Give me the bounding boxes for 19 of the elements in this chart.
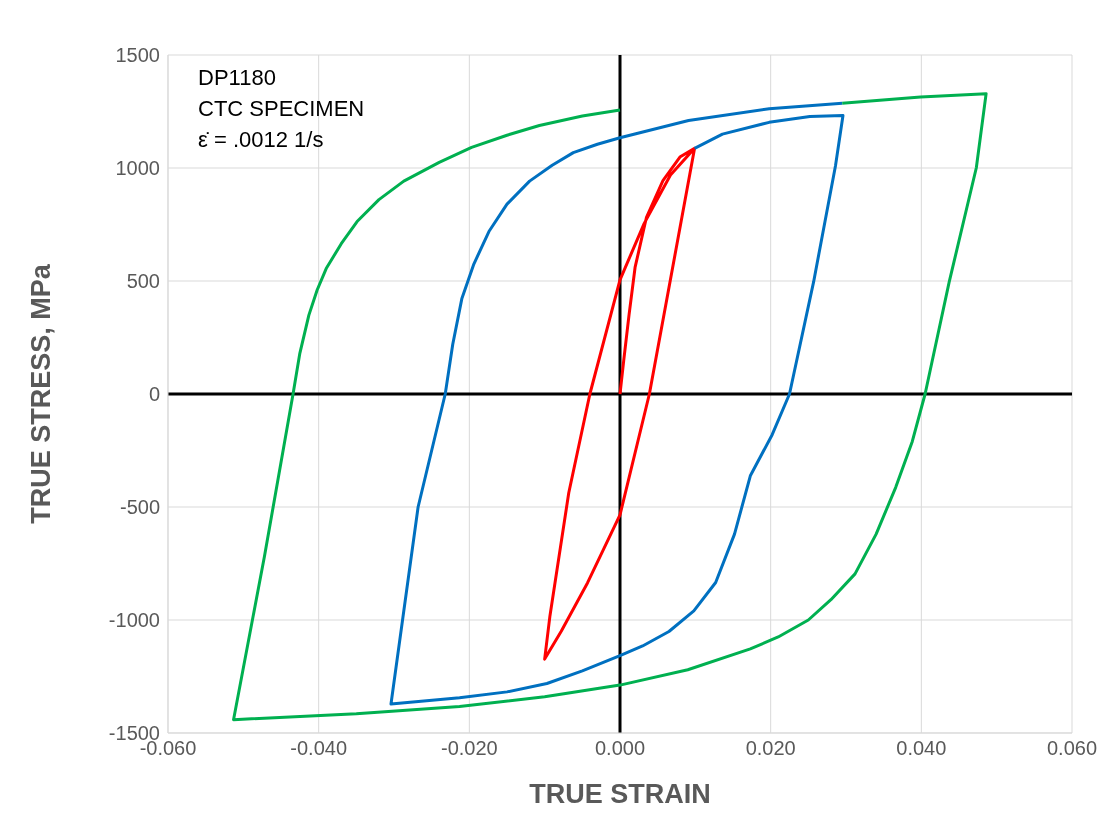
x-tick-label: 0.040 <box>896 737 947 760</box>
x-tick-label: 0.000 <box>594 737 646 760</box>
annotation: CTC SPECIMEN <box>198 95 365 123</box>
y-tick-label: -500 <box>119 496 160 519</box>
x-axis-title: TRUE STRAIN <box>529 779 711 809</box>
line-series <box>389 101 845 706</box>
x-tick-label: -0.020 <box>440 737 498 760</box>
y-tick-label: 0 <box>148 383 160 406</box>
annotation: ε̇ = .0012 1/s <box>198 126 325 154</box>
y-tick-label: 1500 <box>115 44 160 67</box>
y-tick-label: -1000 <box>108 609 160 632</box>
x-tick-label: -0.040 <box>290 737 348 760</box>
annotation: DP1180 <box>198 64 277 92</box>
line-series <box>543 146 697 661</box>
y-tick-label: 1000 <box>115 157 160 180</box>
x-tick-label: 0.060 <box>1046 737 1098 760</box>
y-axis-title: TRUE STRESS, MPa <box>25 263 56 524</box>
y-tick-label: 500 <box>126 270 160 293</box>
x-tick-label: 0.020 <box>745 737 796 760</box>
